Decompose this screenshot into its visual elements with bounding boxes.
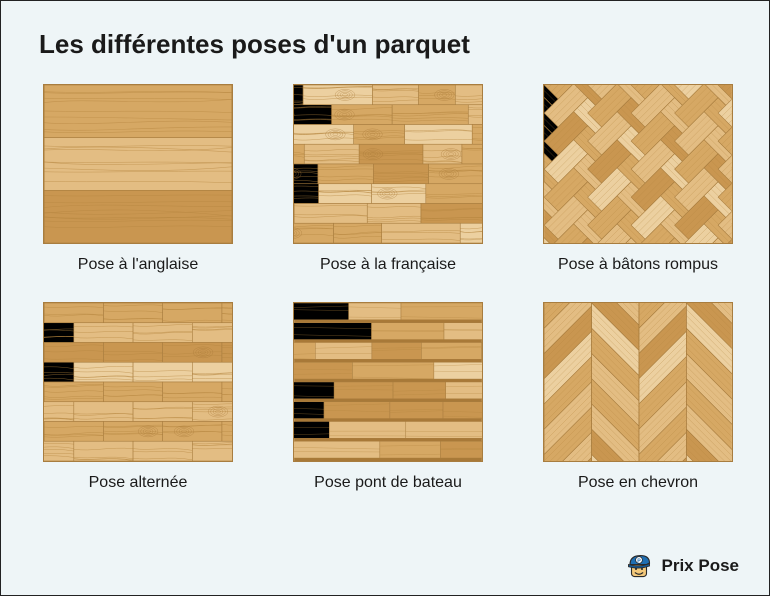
caption-francaise: Pose à la française <box>320 256 456 274</box>
pattern-item-chevron: Pose en chevron <box>543 302 733 492</box>
pattern-item-batons: Pose à bâtons rompus <box>543 84 733 274</box>
tile-anglaise <box>43 84 233 244</box>
brand-name: Prix Pose <box>662 556 740 576</box>
brand-logo-icon: P <box>624 551 654 581</box>
pattern-item-alternee: Pose alternée <box>43 302 233 492</box>
pattern-item-anglaise: Pose à l'anglaise <box>43 84 233 274</box>
tile-alternee <box>43 302 233 462</box>
patterns-grid: Pose à l'anglaise Pose à la française Po… <box>39 84 731 492</box>
page-title: Les différentes poses d'un parquet <box>39 29 731 60</box>
footer: P Prix Pose <box>624 551 740 581</box>
caption-alternee: Pose alternée <box>89 474 188 492</box>
tile-pontbateau <box>293 302 483 462</box>
caption-anglaise: Pose à l'anglaise <box>78 256 198 274</box>
caption-batons: Pose à bâtons rompus <box>558 256 718 274</box>
caption-pontbateau: Pose pont de bateau <box>314 474 462 492</box>
tile-francaise <box>293 84 483 244</box>
tile-chevron <box>543 302 733 462</box>
caption-chevron: Pose en chevron <box>578 474 698 492</box>
svg-text:P: P <box>637 558 641 564</box>
pattern-item-pontbateau: Pose pont de bateau <box>293 302 483 492</box>
pattern-item-francaise: Pose à la française <box>293 84 483 274</box>
tile-batons <box>543 84 733 244</box>
